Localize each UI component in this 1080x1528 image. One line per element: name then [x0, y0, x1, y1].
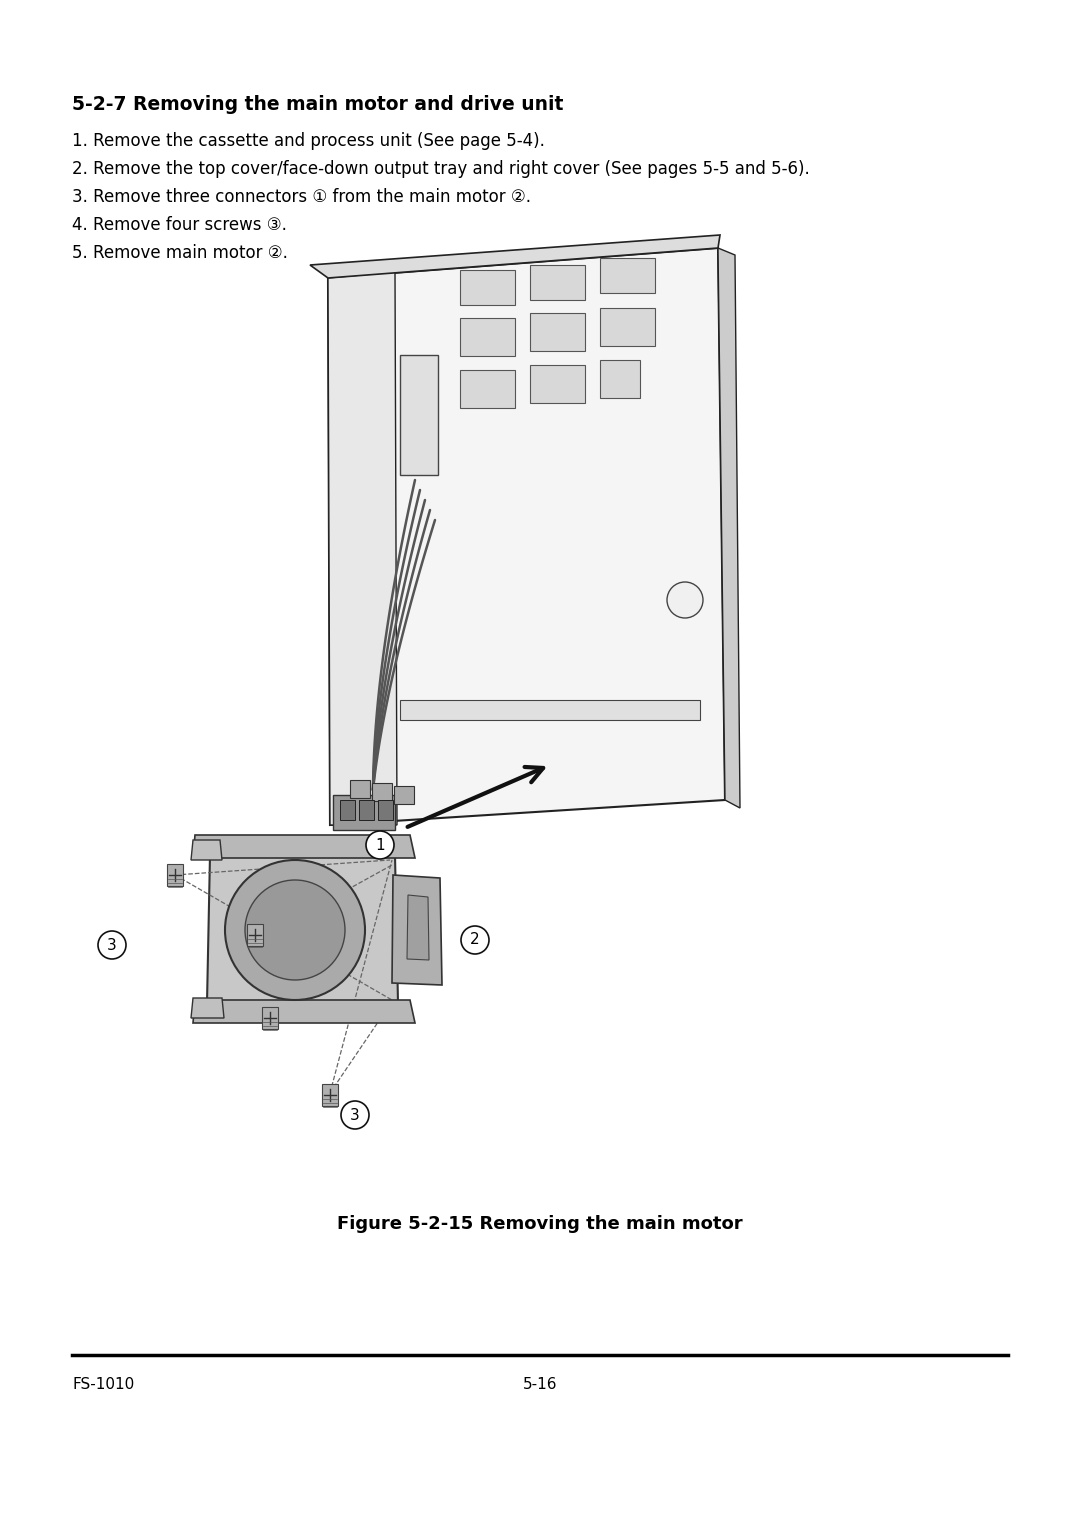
Text: 5-16: 5-16 [523, 1377, 557, 1392]
Polygon shape [400, 700, 700, 720]
Circle shape [366, 831, 394, 859]
Circle shape [461, 926, 489, 953]
Polygon shape [262, 1007, 278, 1028]
Polygon shape [350, 779, 370, 798]
Polygon shape [191, 840, 222, 860]
Ellipse shape [225, 860, 365, 999]
Polygon shape [207, 856, 399, 1002]
Polygon shape [460, 370, 515, 408]
Polygon shape [530, 264, 585, 299]
Polygon shape [247, 924, 264, 946]
Polygon shape [310, 235, 720, 278]
Text: Figure 5-2-15 Removing the main motor: Figure 5-2-15 Removing the main motor [337, 1215, 743, 1233]
Text: 2: 2 [470, 932, 480, 947]
Polygon shape [530, 365, 585, 403]
Text: 3: 3 [107, 938, 117, 952]
Polygon shape [328, 272, 397, 825]
Polygon shape [328, 248, 725, 825]
Ellipse shape [245, 880, 345, 979]
Polygon shape [167, 863, 183, 886]
Circle shape [341, 1102, 369, 1129]
Polygon shape [394, 785, 414, 804]
Polygon shape [333, 795, 395, 830]
Polygon shape [407, 895, 429, 960]
Text: FS-1010: FS-1010 [72, 1377, 134, 1392]
Text: 2. Remove the top cover/face-down output tray and right cover (See pages 5-5 and: 2. Remove the top cover/face-down output… [72, 160, 810, 177]
Polygon shape [460, 318, 515, 356]
Text: 4. Remove four screws ③.: 4. Remove four screws ③. [72, 215, 287, 234]
Circle shape [98, 931, 126, 960]
Polygon shape [191, 998, 224, 1018]
Text: 1: 1 [375, 837, 384, 853]
Polygon shape [359, 801, 374, 821]
Text: 1. Remove the cassette and process unit (See page 5-4).: 1. Remove the cassette and process unit … [72, 131, 545, 150]
Polygon shape [322, 1083, 338, 1106]
Polygon shape [460, 270, 515, 306]
Text: 5-2-7 Removing the main motor and drive unit: 5-2-7 Removing the main motor and drive … [72, 95, 564, 115]
Polygon shape [372, 782, 392, 801]
Circle shape [667, 582, 703, 617]
Polygon shape [392, 876, 442, 986]
Polygon shape [340, 801, 355, 821]
Text: 3. Remove three connectors ① from the main motor ②.: 3. Remove three connectors ① from the ma… [72, 188, 531, 206]
Polygon shape [718, 248, 740, 808]
Polygon shape [193, 999, 415, 1024]
Polygon shape [193, 834, 415, 859]
Text: 3: 3 [350, 1108, 360, 1123]
Polygon shape [600, 258, 654, 293]
Polygon shape [400, 354, 438, 475]
Polygon shape [530, 313, 585, 351]
Polygon shape [600, 361, 640, 397]
Polygon shape [378, 801, 393, 821]
Polygon shape [600, 309, 654, 345]
Text: 5. Remove main motor ②.: 5. Remove main motor ②. [72, 244, 288, 261]
